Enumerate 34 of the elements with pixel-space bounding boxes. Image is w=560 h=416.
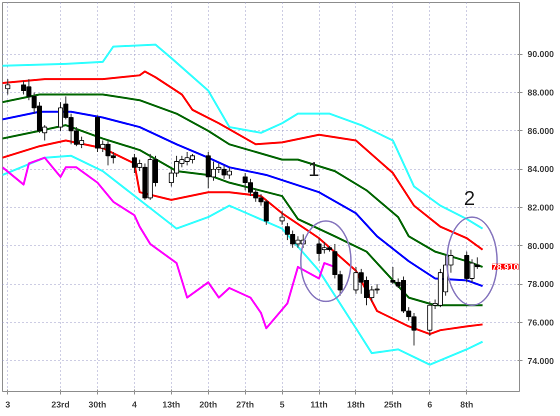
line-series bbox=[2, 44, 484, 230]
line-series bbox=[2, 110, 484, 288]
x-tick-label: 25th bbox=[384, 400, 402, 410]
y-tick-label: 74.000 bbox=[528, 356, 554, 366]
y-tick-label: 86.000 bbox=[528, 126, 554, 136]
x-tick-label: 30th bbox=[88, 400, 106, 410]
x-tick-label: 8th bbox=[460, 400, 474, 410]
x-tick-label: 4 bbox=[132, 400, 137, 410]
line-series bbox=[2, 154, 484, 366]
line-series bbox=[2, 124, 484, 306]
candlestick bbox=[448, 249, 454, 274]
candlestick bbox=[280, 210, 285, 226]
annotation: 78.910 bbox=[492, 262, 519, 272]
y-tick-label: 84.000 bbox=[528, 164, 554, 174]
line-series bbox=[2, 139, 484, 336]
x-tick-label: 18th bbox=[347, 400, 365, 410]
y-tick-label: 76.000 bbox=[528, 318, 554, 328]
x-tick-label: 23rd bbox=[51, 400, 70, 410]
x-tick-label: 6 bbox=[427, 400, 432, 410]
line-series bbox=[2, 70, 484, 251]
y-tick-label: 82.000 bbox=[528, 202, 554, 213]
x-tick-label: 20th bbox=[199, 400, 218, 410]
annotation: 1 bbox=[308, 159, 320, 182]
x-tick-label: 27th bbox=[236, 400, 254, 410]
x-tick-label: 13th bbox=[162, 400, 180, 410]
x-tick-label: 3 bbox=[5, 400, 10, 410]
y-tick-label: 90.000 bbox=[528, 49, 554, 60]
annotation: 2 bbox=[464, 188, 475, 210]
x-tick-label: 11th bbox=[310, 400, 328, 410]
candlestick bbox=[5, 78, 10, 95]
y-tick-label: 78.000 bbox=[528, 279, 554, 290]
y-tick-label: 88.000 bbox=[528, 88, 554, 98]
x-tick-label: 5 bbox=[280, 400, 285, 410]
y-tick-label: 80.000 bbox=[528, 240, 554, 251]
